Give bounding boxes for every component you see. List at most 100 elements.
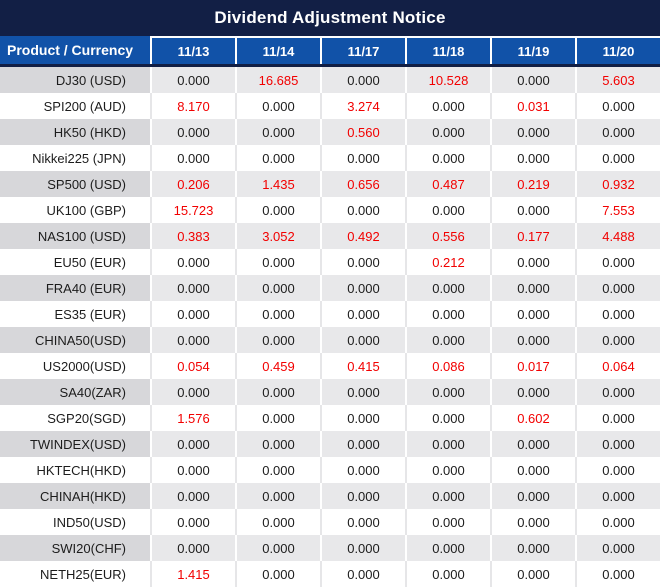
dividend-value-cell: 0.000 bbox=[150, 249, 235, 275]
dividend-value-cell: 15.723 bbox=[150, 197, 235, 223]
table-row: HKTECH(HKD) 0.000 0.000 0.000 0.000 0.000 0.00… bbox=[0, 457, 660, 483]
dividend-value-cell: 0.000 bbox=[490, 275, 575, 301]
dividend-value-cell: 0.000 bbox=[490, 379, 575, 405]
product-cell: SWI20(CHF) bbox=[0, 535, 150, 561]
dividend-value-cell: 0.206 bbox=[150, 171, 235, 197]
dividend-value-cell: 0.000 bbox=[235, 275, 320, 301]
table-row: IND50(USD) 0.000 0.000 0.000 0.000 0.000 0.000 bbox=[0, 509, 660, 535]
dividend-value-cell: 0.656 bbox=[320, 171, 405, 197]
dividend-value-cell: 0.000 bbox=[150, 457, 235, 483]
table-row: CHINA50(USD) 0.000 0.000 0.000 0.000 0.000 0.0… bbox=[0, 327, 660, 353]
dividend-value-cell: 0.000 bbox=[575, 431, 660, 457]
dividend-value-cell: 0.000 bbox=[405, 483, 490, 509]
product-cell: TWINDEX(USD) bbox=[0, 431, 150, 457]
dividend-value-cell: 0.000 bbox=[575, 119, 660, 145]
table-row: EU50 (EUR) 0.000 0.000 0.000 0.212 0.000 0.000 bbox=[0, 249, 660, 275]
product-cell: NETH25(EUR) bbox=[0, 561, 150, 587]
table-row: SPI200 (AUD) 8.170 0.000 3.274 0.000 0.031 0.0… bbox=[0, 93, 660, 119]
dividend-value-cell: 0.000 bbox=[320, 145, 405, 171]
product-cell: FRA40 (EUR) bbox=[0, 275, 150, 301]
dividend-value-cell: 0.000 bbox=[150, 67, 235, 93]
dividend-value-cell: 0.000 bbox=[235, 301, 320, 327]
table-header-row: Product / Currency 11/13 11/14 11/17 11/… bbox=[0, 36, 660, 64]
dividend-value-cell: 0.000 bbox=[235, 327, 320, 353]
dividend-value-cell: 0.000 bbox=[490, 145, 575, 171]
dividend-value-cell: 0.000 bbox=[150, 327, 235, 353]
dividend-value-cell: 0.000 bbox=[235, 535, 320, 561]
dividend-value-cell: 0.000 bbox=[575, 327, 660, 353]
dividend-value-cell: 0.000 bbox=[235, 249, 320, 275]
dividend-value-cell: 0.000 bbox=[490, 249, 575, 275]
dividend-value-cell: 0.177 bbox=[490, 223, 575, 249]
product-cell: UK100 (GBP) bbox=[0, 197, 150, 223]
dividend-value-cell: 0.000 bbox=[320, 275, 405, 301]
dividend-value-cell: 0.000 bbox=[405, 379, 490, 405]
table-row: Nikkei225 (JPN) 0.000 0.000 0.000 0.000 0.000… bbox=[0, 145, 660, 171]
dividend-value-cell: 0.000 bbox=[320, 301, 405, 327]
dividend-value-cell: 0.000 bbox=[575, 93, 660, 119]
dividend-value-cell: 0.000 bbox=[320, 535, 405, 561]
product-cell: HKTECH(HKD) bbox=[0, 457, 150, 483]
dividend-value-cell: 0.556 bbox=[405, 223, 490, 249]
dividend-value-cell: 0.459 bbox=[235, 353, 320, 379]
dividend-value-cell: 0.415 bbox=[320, 353, 405, 379]
product-cell: US2000(USD) bbox=[0, 353, 150, 379]
product-cell: SPI200 (AUD) bbox=[0, 93, 150, 119]
dividend-value-cell: 0.000 bbox=[150, 535, 235, 561]
dividend-value-cell: 0.000 bbox=[405, 197, 490, 223]
dividend-value-cell: 0.000 bbox=[235, 483, 320, 509]
dividend-value-cell: 0.000 bbox=[405, 119, 490, 145]
dividend-value-cell: 0.000 bbox=[490, 457, 575, 483]
dividend-value-cell: 0.000 bbox=[490, 509, 575, 535]
dividend-value-cell: 0.000 bbox=[405, 275, 490, 301]
dividend-value-cell: 0.000 bbox=[575, 275, 660, 301]
dividend-value-cell: 0.000 bbox=[575, 509, 660, 535]
dividend-value-cell: 0.000 bbox=[575, 535, 660, 561]
page-title: Dividend Adjustment Notice bbox=[0, 0, 660, 36]
dividend-value-cell: 0.031 bbox=[490, 93, 575, 119]
product-cell: Nikkei225 (JPN) bbox=[0, 145, 150, 171]
dividend-value-cell: 0.000 bbox=[575, 379, 660, 405]
product-cell: ES35 (EUR) bbox=[0, 301, 150, 327]
dividend-value-cell: 3.052 bbox=[235, 223, 320, 249]
column-header-date-3: 11/17 bbox=[320, 36, 405, 64]
dividend-value-cell: 0.000 bbox=[150, 275, 235, 301]
dividend-value-cell: 1.435 bbox=[235, 171, 320, 197]
table-row: US2000(USD) 0.054 0.459 0.415 0.086 0.017 0.06… bbox=[0, 353, 660, 379]
dividend-value-cell: 0.000 bbox=[150, 509, 235, 535]
dividend-value-cell: 0.602 bbox=[490, 405, 575, 431]
dividend-value-cell: 0.000 bbox=[405, 405, 490, 431]
dividend-value-cell: 0.000 bbox=[405, 457, 490, 483]
table-row: SA40(ZAR) 0.000 0.000 0.000 0.000 0.000 0.000 bbox=[0, 379, 660, 405]
table-row: SGP20(SGD) 1.576 0.000 0.000 0.000 0.602 0.000 bbox=[0, 405, 660, 431]
dividend-value-cell: 5.603 bbox=[575, 67, 660, 93]
dividend-value-cell: 4.488 bbox=[575, 223, 660, 249]
dividend-value-cell: 0.000 bbox=[405, 535, 490, 561]
dividend-value-cell: 0.560 bbox=[320, 119, 405, 145]
product-cell: SA40(ZAR) bbox=[0, 379, 150, 405]
dividend-value-cell: 0.000 bbox=[490, 561, 575, 587]
dividend-value-cell: 0.000 bbox=[490, 119, 575, 145]
dividend-value-cell: 0.000 bbox=[150, 379, 235, 405]
dividend-value-cell: 8.170 bbox=[150, 93, 235, 119]
dividend-value-cell: 0.000 bbox=[490, 67, 575, 93]
product-cell: NAS100 (USD) bbox=[0, 223, 150, 249]
dividend-value-cell: 0.000 bbox=[320, 431, 405, 457]
product-cell: SP500 (USD) bbox=[0, 171, 150, 197]
product-cell: IND50(USD) bbox=[0, 509, 150, 535]
dividend-value-cell: 0.212 bbox=[405, 249, 490, 275]
dividend-value-cell: 0.064 bbox=[575, 353, 660, 379]
dividend-value-cell: 0.000 bbox=[575, 457, 660, 483]
table-row: HK50 (HKD) 0.000 0.000 0.560 0.000 0.000 0.000 bbox=[0, 119, 660, 145]
dividend-value-cell: 0.492 bbox=[320, 223, 405, 249]
dividend-value-cell: 0.000 bbox=[235, 561, 320, 587]
table-row: CHINAH(HKD) 0.000 0.000 0.000 0.000 0.000 0.00… bbox=[0, 483, 660, 509]
dividend-value-cell: 0.000 bbox=[320, 405, 405, 431]
dividend-value-cell: 0.000 bbox=[320, 67, 405, 93]
column-header-date-1: 11/13 bbox=[150, 36, 235, 64]
dividend-value-cell: 0.219 bbox=[490, 171, 575, 197]
table-row: NAS100 (USD) 0.383 3.052 0.492 0.556 0.177 4.4… bbox=[0, 223, 660, 249]
product-cell: CHINAH(HKD) bbox=[0, 483, 150, 509]
dividend-value-cell: 0.000 bbox=[320, 379, 405, 405]
dividend-value-cell: 0.000 bbox=[405, 509, 490, 535]
